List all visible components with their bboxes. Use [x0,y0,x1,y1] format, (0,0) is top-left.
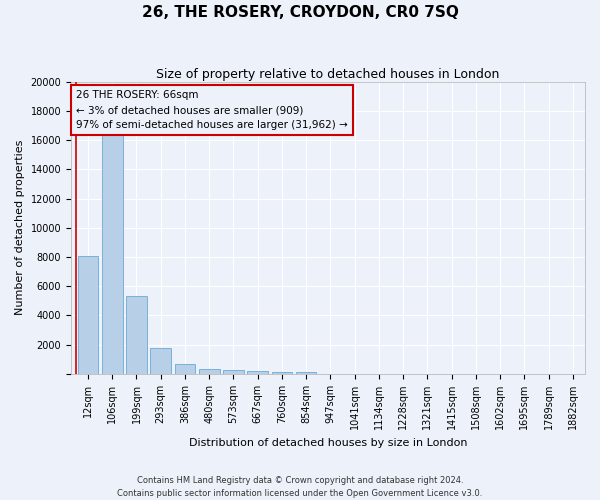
Y-axis label: Number of detached properties: Number of detached properties [15,140,25,316]
Bar [247,371,268,374]
Bar [296,372,316,374]
Text: 26, THE ROSERY, CROYDON, CR0 7SQ: 26, THE ROSERY, CROYDON, CR0 7SQ [142,5,458,20]
Title: Size of property relative to detached houses in London: Size of property relative to detached ho… [157,68,500,80]
Text: 26 THE ROSERY: 66sqm
← 3% of detached houses are smaller (909)
97% of semi-detac: 26 THE ROSERY: 66sqm ← 3% of detached ho… [76,90,348,130]
Bar [223,370,244,374]
Bar [272,372,292,374]
X-axis label: Distribution of detached houses by size in London: Distribution of detached houses by size … [189,438,467,448]
Bar [199,369,220,374]
Text: Contains HM Land Registry data © Crown copyright and database right 2024.
Contai: Contains HM Land Registry data © Crown c… [118,476,482,498]
Bar [151,348,171,374]
Bar [102,132,122,374]
Bar [175,364,195,374]
Bar [126,296,147,374]
Bar [77,256,98,374]
